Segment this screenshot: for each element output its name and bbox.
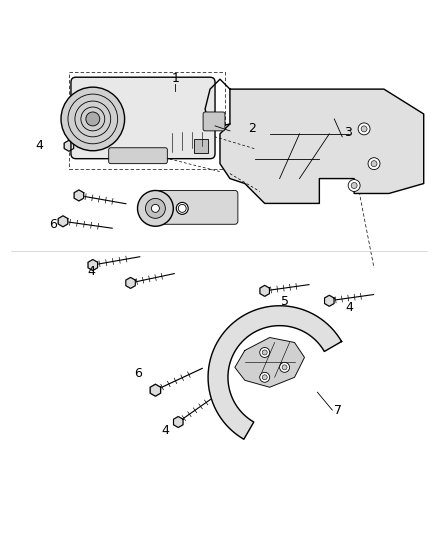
FancyBboxPatch shape [152,190,238,224]
Polygon shape [74,190,84,201]
Polygon shape [173,417,183,427]
Circle shape [262,375,267,380]
Text: 5: 5 [281,295,289,308]
Circle shape [260,373,270,382]
Text: 4: 4 [345,301,353,314]
Polygon shape [220,89,424,204]
Polygon shape [64,140,74,151]
Circle shape [151,152,160,161]
Circle shape [131,152,140,161]
Circle shape [279,362,290,373]
Polygon shape [325,295,334,306]
Circle shape [348,180,360,191]
Circle shape [145,198,165,219]
FancyBboxPatch shape [203,112,225,131]
Polygon shape [150,384,161,396]
Circle shape [371,160,377,167]
Text: 6: 6 [134,367,142,380]
FancyBboxPatch shape [71,77,215,159]
Polygon shape [235,337,304,387]
Text: 7: 7 [334,404,342,417]
Text: 4: 4 [87,265,95,278]
Polygon shape [58,216,68,227]
Circle shape [61,87,124,151]
Circle shape [138,190,173,226]
Circle shape [153,155,158,159]
Circle shape [282,365,287,370]
Circle shape [152,204,159,212]
Circle shape [176,203,188,214]
Text: 2: 2 [248,122,256,135]
Circle shape [133,155,138,159]
Circle shape [361,126,367,132]
Circle shape [86,112,100,126]
Circle shape [260,348,270,358]
Polygon shape [88,260,98,270]
Text: 6: 6 [49,218,57,231]
Text: 1: 1 [171,72,179,85]
Circle shape [358,123,370,135]
Text: 3: 3 [344,126,352,139]
Circle shape [207,121,217,131]
Text: 4: 4 [35,139,43,152]
Circle shape [262,350,267,355]
Circle shape [351,182,357,189]
Circle shape [368,158,380,169]
Polygon shape [208,306,342,439]
FancyBboxPatch shape [109,148,167,164]
Circle shape [178,204,186,212]
Circle shape [175,201,189,215]
Circle shape [170,197,194,220]
Text: 4: 4 [162,424,169,437]
Polygon shape [260,285,269,296]
Polygon shape [126,278,135,288]
FancyBboxPatch shape [194,139,208,153]
Circle shape [209,124,215,128]
